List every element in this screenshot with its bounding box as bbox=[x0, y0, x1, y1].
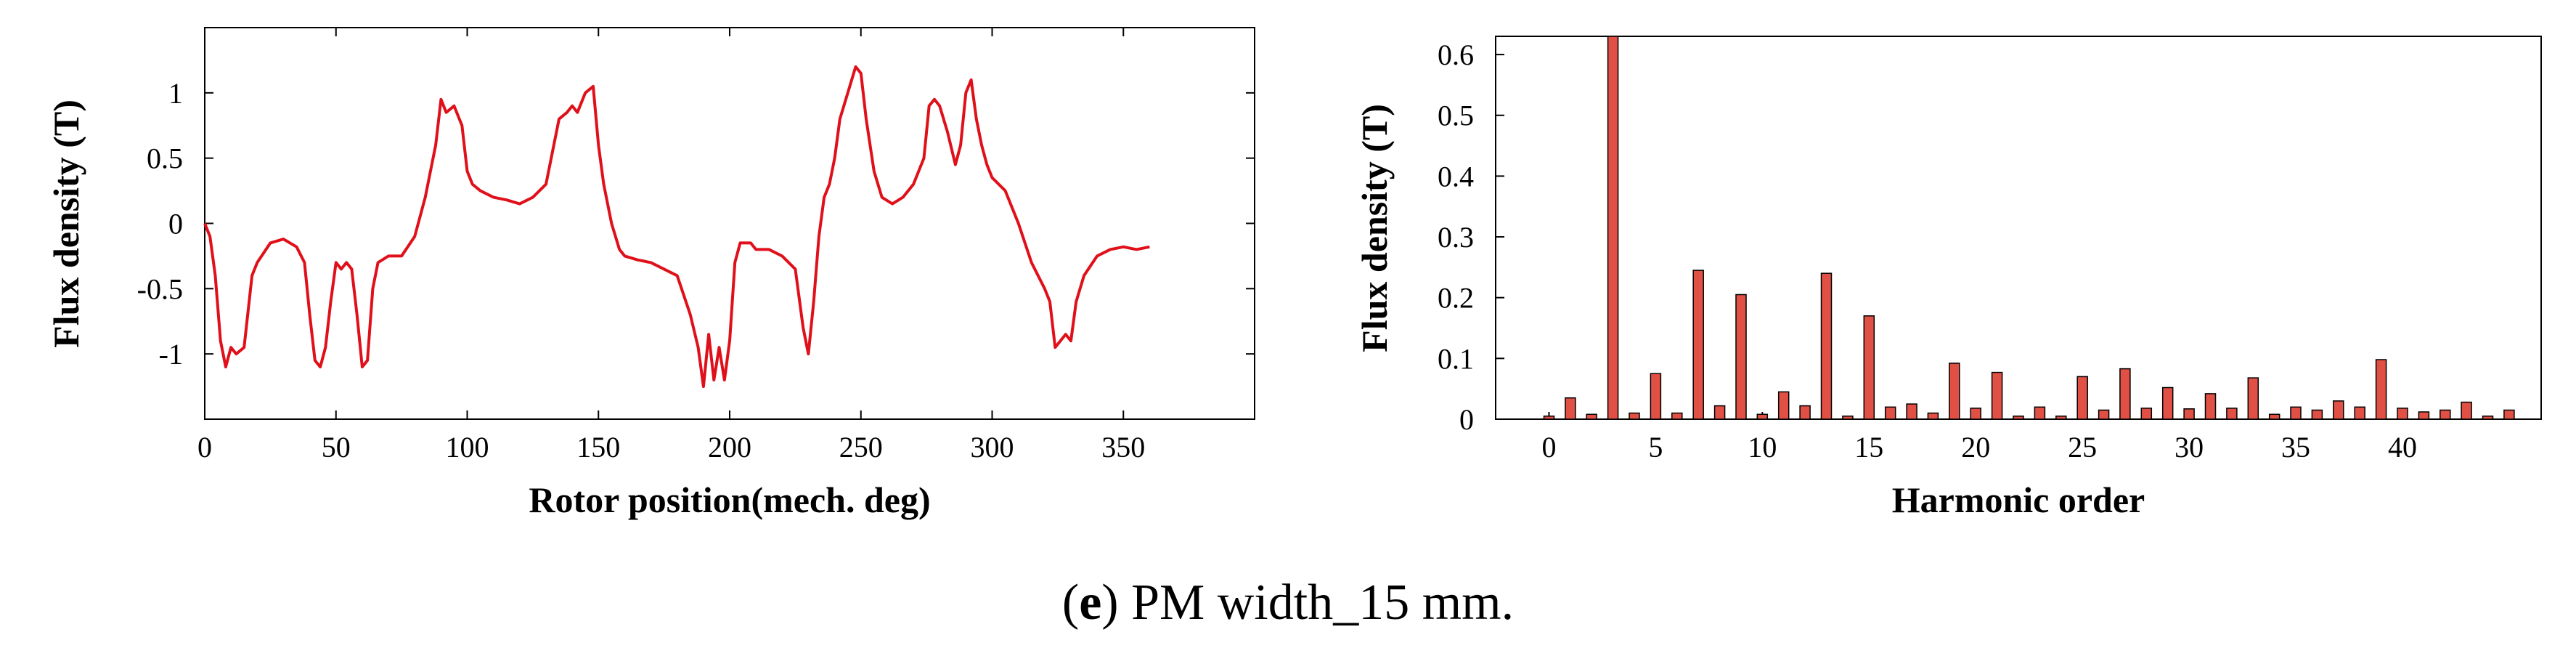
bar-harmonic-31 bbox=[2204, 393, 2217, 420]
bar-harmonic-42 bbox=[2440, 409, 2451, 420]
x-axis-title: Rotor position(mech. deg) bbox=[529, 479, 930, 520]
bar-harmonic-24 bbox=[2055, 416, 2067, 420]
x-tick-label: 15 bbox=[1854, 431, 1883, 463]
bar-harmonic-33 bbox=[2247, 377, 2259, 420]
y-axis-title: Flux density (T) bbox=[1354, 104, 1395, 352]
line-chart: -1 -0.5 0 0.5 1 0 50 100 150 200 250 300 350 Rotor … bbox=[46, 27, 1255, 520]
bar-harmonic-20 bbox=[1970, 408, 1981, 420]
bar-harmonic-38 bbox=[2354, 406, 2365, 420]
bar-harmonic-6 bbox=[1671, 412, 1683, 420]
bar-harmonic-32 bbox=[2226, 408, 2238, 420]
x-tick-label: 100 bbox=[446, 431, 489, 463]
flux-density-line bbox=[203, 65, 1150, 389]
y-axis-ticks: 0 0.1 0.2 0.3 0.4 0.5 0.6 bbox=[1438, 39, 1504, 436]
bar-harmonic-11 bbox=[1777, 391, 1790, 420]
y-tick-label: 0.4 bbox=[1438, 160, 1474, 193]
caption-letter: e bbox=[1079, 575, 1102, 631]
bar-harmonic-45 bbox=[2503, 409, 2515, 420]
y-tick-label: 0.3 bbox=[1438, 221, 1474, 254]
x-tick-label: 350 bbox=[1101, 431, 1145, 463]
bar-harmonic-39 bbox=[2375, 359, 2387, 420]
bar-harmonic-40 bbox=[2397, 408, 2408, 420]
bar-harmonic-34 bbox=[2268, 413, 2281, 420]
bar-harmonic-7 bbox=[1692, 270, 1704, 420]
x-axis-ticks: 0 50 100 150 200 250 300 350 bbox=[197, 28, 1145, 463]
x-tick-label: 25 bbox=[2068, 431, 2097, 463]
bar-chart: 0 0.1 0.2 0.3 0.4 0.5 0.6 0 5 10 15 20 25 30 35 40 Har… bbox=[1354, 36, 2542, 520]
bar-harmonic-21 bbox=[1991, 371, 2003, 420]
bar-harmonic-8 bbox=[1713, 405, 1726, 420]
x-tick-label: 0 bbox=[1541, 431, 1556, 463]
figure-caption: (e) PM width_15 mm. bbox=[1061, 575, 1515, 631]
x-tick-label: 0 bbox=[197, 431, 212, 463]
bar-harmonic-17 bbox=[1906, 403, 1917, 420]
bar-harmonic-14 bbox=[1842, 416, 1854, 420]
bar-harmonic-3 bbox=[1607, 36, 1619, 420]
x-tick-label: 150 bbox=[576, 431, 620, 463]
bar-harmonic-9 bbox=[1735, 293, 1747, 420]
x-tick-label: 20 bbox=[1961, 431, 1990, 463]
x-tick-label: 300 bbox=[971, 431, 1014, 463]
x-axis-title: Harmonic order bbox=[1892, 479, 2145, 520]
bar-harmonic-2 bbox=[1586, 413, 1597, 420]
y-tick-label: 0.6 bbox=[1438, 39, 1474, 71]
y-axis-title: Flux density (T) bbox=[46, 100, 86, 348]
bar-harmonic-41 bbox=[2418, 411, 2430, 420]
bar-harmonic-13 bbox=[1820, 272, 1833, 420]
bar-harmonic-10 bbox=[1756, 413, 1769, 420]
bar-harmonic-30 bbox=[2183, 408, 2195, 420]
bar-harmonic-5 bbox=[1650, 373, 1662, 420]
bar-harmonic-4 bbox=[1629, 412, 1640, 420]
y-tick-label: 0 bbox=[1459, 403, 1474, 436]
y-tick-label: -1 bbox=[159, 338, 183, 371]
x-tick-label: 30 bbox=[2174, 431, 2204, 463]
bar-harmonic-37 bbox=[2333, 400, 2344, 420]
x-tick-label: 50 bbox=[322, 431, 351, 463]
x-tick-label: 200 bbox=[708, 431, 751, 463]
y-tick-label: 1 bbox=[168, 77, 183, 110]
caption-text: PM width_15 mm. bbox=[1131, 575, 1515, 631]
x-tick-label: 250 bbox=[839, 431, 883, 463]
y-tick-label: 0.5 bbox=[1438, 100, 1474, 132]
y-axis-ticks: -1 -0.5 0 0.5 1 bbox=[137, 77, 1255, 371]
bar-harmonic-15 bbox=[1863, 315, 1875, 420]
bar-harmonic-23 bbox=[2034, 406, 2046, 420]
bar-harmonic-35 bbox=[2290, 406, 2302, 420]
bar-harmonic-25 bbox=[2076, 376, 2088, 420]
x-tick-label: 5 bbox=[1648, 431, 1663, 463]
bar-harmonic-44 bbox=[2482, 416, 2494, 420]
y-tick-label: 0.2 bbox=[1438, 282, 1474, 315]
bar-harmonic-0 bbox=[1543, 416, 1555, 420]
bar-harmonic-22 bbox=[2013, 416, 2024, 420]
bar-harmonic-26 bbox=[2098, 409, 2110, 420]
bar-harmonic-29 bbox=[2161, 386, 2174, 420]
bar-harmonic-28 bbox=[2140, 408, 2153, 420]
x-tick-label: 10 bbox=[1748, 431, 1777, 463]
bar-harmonic-36 bbox=[2311, 409, 2323, 420]
bar-harmonic-12 bbox=[1799, 405, 1811, 420]
bar-harmonic-27 bbox=[2119, 368, 2131, 420]
y-tick-label: 0 bbox=[168, 208, 183, 240]
x-tick-label: 40 bbox=[2388, 431, 2417, 463]
bar-harmonic-43 bbox=[2461, 401, 2472, 420]
x-axis-ticks: 0 5 10 15 20 25 30 35 40 bbox=[1541, 412, 2417, 463]
y-tick-label: -0.5 bbox=[137, 272, 183, 305]
y-tick-label: 0.1 bbox=[1438, 342, 1474, 375]
bar-harmonic-16 bbox=[1884, 406, 1896, 420]
x-tick-label: 35 bbox=[2281, 431, 2310, 463]
bars bbox=[1543, 36, 2515, 420]
y-tick-label: 0.5 bbox=[147, 142, 183, 175]
bar-harmonic-19 bbox=[1949, 363, 1960, 420]
bar-harmonic-18 bbox=[1927, 412, 1939, 420]
bar-harmonic-1 bbox=[1565, 397, 1576, 420]
